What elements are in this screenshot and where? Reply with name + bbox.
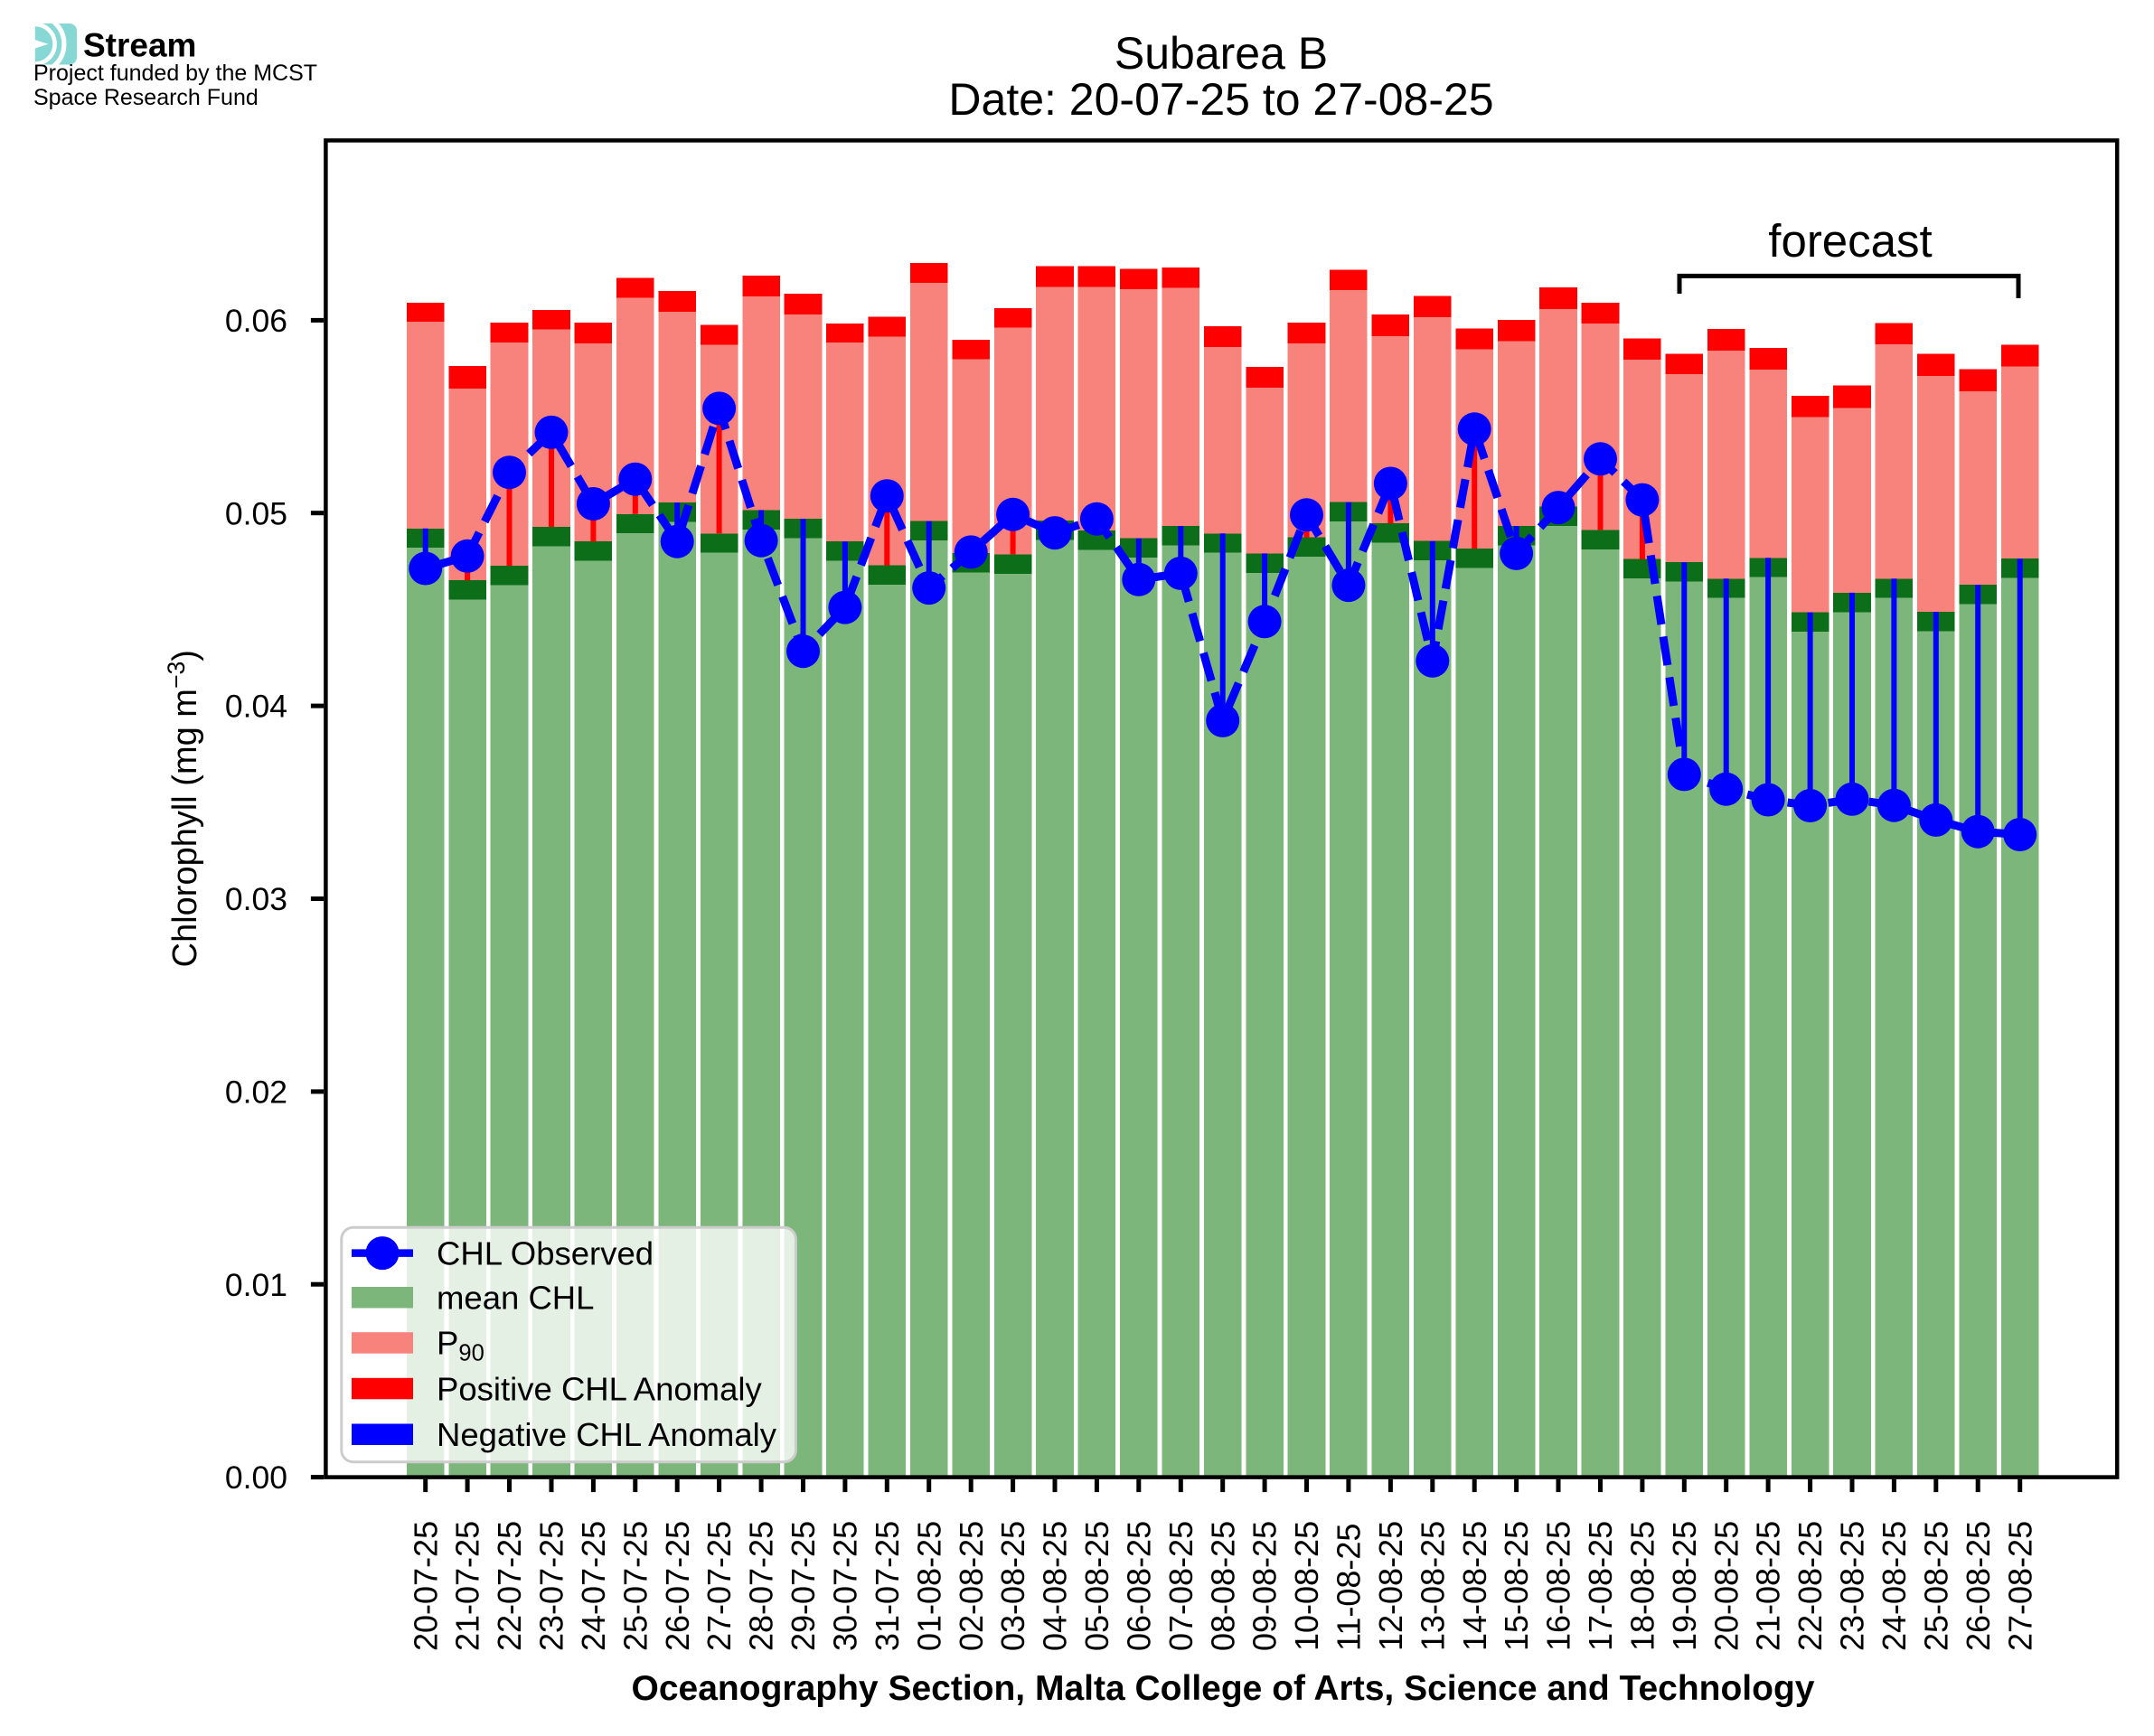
svg-text:Chlorophyll (mg m−3): Chlorophyll (mg m−3) — [163, 650, 204, 967]
svg-text:30-07-25: 30-07-25 — [827, 1521, 864, 1651]
svg-text:11-08-25: 11-08-25 — [1331, 1524, 1368, 1651]
svg-text:0.01: 0.01 — [225, 1267, 287, 1303]
svg-text:0.04: 0.04 — [225, 689, 287, 725]
svg-text:0.05: 0.05 — [225, 495, 287, 531]
svg-text:17-08-25: 17-08-25 — [1582, 1521, 1619, 1651]
svg-text:26-07-25: 26-07-25 — [659, 1521, 696, 1651]
svg-text:21-08-25: 21-08-25 — [1750, 1521, 1787, 1651]
svg-text:22-08-25: 22-08-25 — [1792, 1521, 1829, 1651]
svg-text:07-08-25: 07-08-25 — [1162, 1521, 1199, 1651]
svg-text:Date: 20-07-25 to 27-08-25: Date: 20-07-25 to 27-08-25 — [948, 74, 1493, 125]
svg-text:23-08-25: 23-08-25 — [1834, 1521, 1871, 1651]
svg-text:16-08-25: 16-08-25 — [1540, 1521, 1577, 1651]
svg-text:Negative CHL Anomaly: Negative CHL Anomaly — [437, 1416, 777, 1453]
svg-text:29-07-25: 29-07-25 — [785, 1521, 822, 1651]
svg-text:Positive CHL Anomaly: Positive CHL Anomaly — [437, 1370, 762, 1407]
svg-text:Subarea B: Subarea B — [1115, 28, 1328, 79]
svg-text:20-07-25: 20-07-25 — [407, 1521, 444, 1651]
svg-text:05-08-25: 05-08-25 — [1078, 1521, 1115, 1651]
svg-text:22-07-25: 22-07-25 — [491, 1521, 528, 1651]
svg-text:08-08-25: 08-08-25 — [1204, 1521, 1241, 1651]
svg-text:forecast: forecast — [1768, 215, 1932, 267]
svg-text:09-08-25: 09-08-25 — [1246, 1521, 1284, 1651]
svg-text:03-08-25: 03-08-25 — [994, 1521, 1031, 1651]
svg-text:0.03: 0.03 — [225, 881, 287, 917]
svg-text:02-08-25: 02-08-25 — [953, 1521, 990, 1651]
svg-text:14-08-25: 14-08-25 — [1456, 1521, 1493, 1651]
svg-text:15-08-25: 15-08-25 — [1498, 1521, 1535, 1651]
svg-text:CHL Observed: CHL Observed — [437, 1234, 654, 1272]
svg-text:01-08-25: 01-08-25 — [910, 1521, 947, 1651]
svg-text:27-07-25: 27-07-25 — [701, 1521, 738, 1651]
svg-text:31-07-25: 31-07-25 — [869, 1521, 906, 1651]
svg-text:24-08-25: 24-08-25 — [1876, 1521, 1913, 1651]
svg-text:04-08-25: 04-08-25 — [1037, 1521, 1074, 1651]
svg-text:Project funded by the MCST: Project funded by the MCST — [33, 61, 317, 86]
svg-text:12-08-25: 12-08-25 — [1372, 1521, 1409, 1651]
svg-text:0.00: 0.00 — [225, 1459, 287, 1496]
svg-text:13-08-25: 13-08-25 — [1414, 1521, 1451, 1651]
svg-text:10-08-25: 10-08-25 — [1288, 1521, 1325, 1651]
svg-text:25-08-25: 25-08-25 — [1917, 1521, 1954, 1651]
svg-text:19-08-25: 19-08-25 — [1666, 1521, 1703, 1651]
svg-text:mean CHL: mean CHL — [437, 1280, 594, 1317]
svg-text:Oceanography Section, Malta Co: Oceanography Section, Malta College of A… — [632, 1669, 1815, 1708]
svg-text:23-07-25: 23-07-25 — [533, 1521, 570, 1651]
svg-text:20-08-25: 20-08-25 — [1707, 1521, 1745, 1651]
svg-text:25-07-25: 25-07-25 — [616, 1521, 654, 1651]
svg-text:06-08-25: 06-08-25 — [1120, 1521, 1157, 1651]
svg-text:0.06: 0.06 — [225, 303, 287, 339]
svg-text:Stream: Stream — [83, 27, 196, 64]
svg-text:0.02: 0.02 — [225, 1074, 287, 1111]
svg-text:28-07-25: 28-07-25 — [743, 1521, 780, 1651]
svg-text:27-08-25: 27-08-25 — [2001, 1521, 2038, 1651]
svg-text:24-07-25: 24-07-25 — [575, 1521, 612, 1651]
svg-text:26-08-25: 26-08-25 — [1960, 1521, 1997, 1651]
svg-text:21-07-25: 21-07-25 — [449, 1521, 486, 1651]
svg-text:Space Research Fund: Space Research Fund — [33, 85, 259, 110]
svg-text:18-08-25: 18-08-25 — [1624, 1521, 1661, 1651]
